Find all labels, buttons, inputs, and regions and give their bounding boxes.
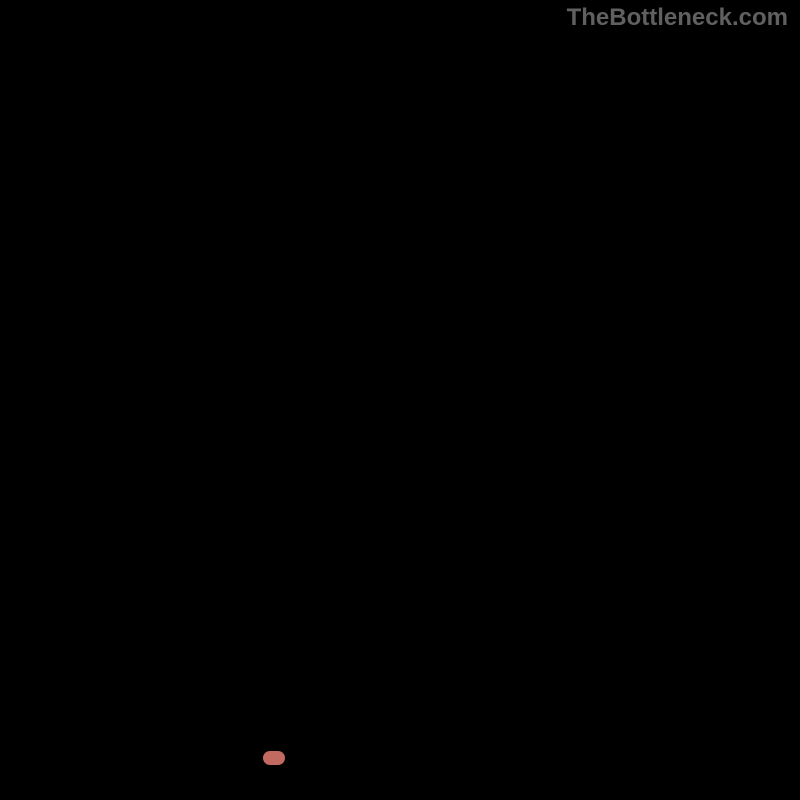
minimum-marker — [263, 751, 285, 765]
outer-black-border — [0, 0, 800, 800]
curve-layer — [0, 0, 800, 800]
watermark-text: TheBottleneck.com — [567, 4, 788, 32]
chart-container: { "watermark": { "text": "TheBottleneck.… — [0, 0, 800, 800]
